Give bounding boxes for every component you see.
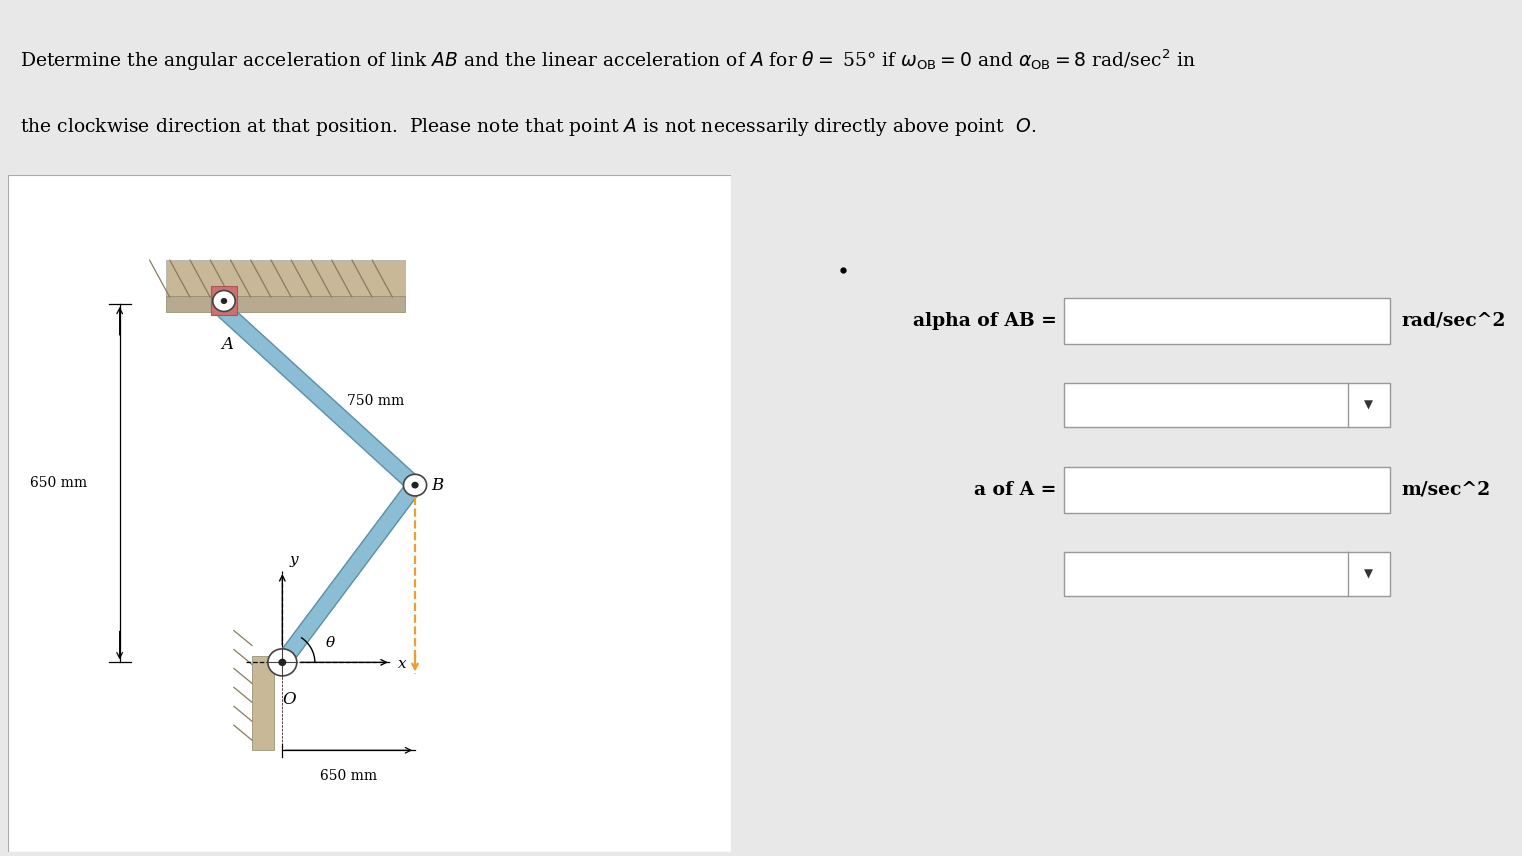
Text: ▼: ▼	[1364, 399, 1373, 412]
Text: O: O	[283, 691, 297, 708]
FancyBboxPatch shape	[1064, 383, 1390, 427]
FancyBboxPatch shape	[8, 175, 731, 852]
Text: rad/sec^2: rad/sec^2	[1402, 312, 1507, 330]
Text: 650 mm: 650 mm	[320, 770, 377, 783]
Text: y: y	[289, 553, 298, 568]
Bar	[166, 296, 405, 312]
Circle shape	[268, 649, 297, 676]
Text: θ: θ	[326, 637, 335, 651]
Text: alpha of AB =: alpha of AB =	[913, 312, 1056, 330]
Text: ▼: ▼	[1364, 568, 1373, 581]
Circle shape	[279, 658, 286, 666]
Polygon shape	[275, 481, 422, 667]
Text: Determine the angular acceleration of link $\mathit{AB}$ and the linear accelera: Determine the angular acceleration of li…	[20, 48, 1195, 73]
Text: m/sec^2: m/sec^2	[1402, 481, 1492, 499]
Circle shape	[221, 298, 227, 304]
Text: 650 mm: 650 mm	[29, 476, 87, 490]
Text: A: A	[222, 336, 233, 354]
FancyBboxPatch shape	[1064, 298, 1390, 344]
Bar	[253, 656, 274, 750]
Circle shape	[411, 482, 419, 489]
Text: 750 mm: 750 mm	[347, 395, 405, 408]
Text: B: B	[431, 477, 443, 494]
Polygon shape	[218, 305, 420, 490]
Bar	[212, 286, 237, 315]
Bar	[166, 260, 405, 297]
FancyBboxPatch shape	[1064, 552, 1390, 597]
FancyBboxPatch shape	[1064, 467, 1390, 513]
Circle shape	[213, 290, 236, 312]
Text: the clockwise direction at that position.  Please note that point $\mathit{A}$ i: the clockwise direction at that position…	[20, 116, 1036, 138]
Text: x: x	[399, 657, 406, 671]
Circle shape	[403, 474, 426, 496]
Text: a of A =: a of A =	[974, 481, 1056, 499]
